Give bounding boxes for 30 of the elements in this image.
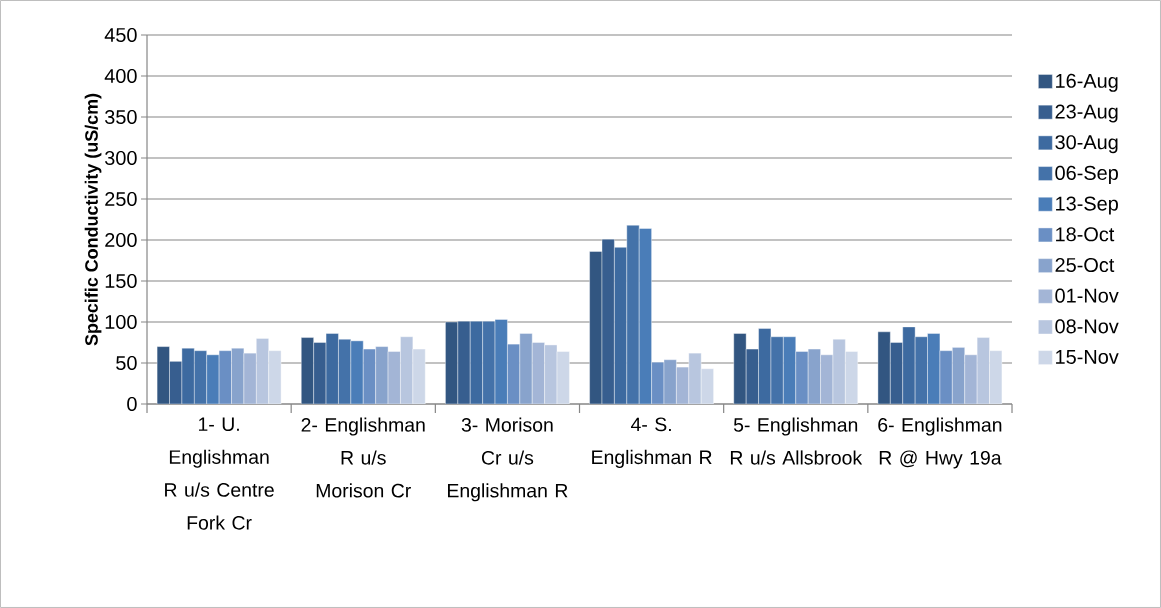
legend-label: 18-Oct bbox=[1056, 227, 1115, 242]
y-tick-label: 200 bbox=[105, 232, 137, 248]
legend-label: 15-Nov bbox=[1056, 350, 1119, 364]
x-tick-label: 2- Englishman R u/s Morison Cr bbox=[301, 417, 425, 498]
x-tick-label: 6- Englishman R @ Hwy 19a bbox=[878, 417, 1002, 469]
legend-label: 08-Nov bbox=[1055, 319, 1119, 334]
legend-label: 16-Aug bbox=[1056, 73, 1118, 92]
y-tick-label: 250 bbox=[105, 191, 137, 207]
legend-label: 01-Nov bbox=[1055, 288, 1119, 303]
legend-label: 13-Sep bbox=[1056, 196, 1118, 215]
y-tick-label: 100 bbox=[105, 314, 137, 330]
legend-label: 30-Aug bbox=[1055, 135, 1118, 154]
y-axis-title: Specific Conductivity (uS/cm) bbox=[84, 93, 102, 346]
y-tick-label: 0 bbox=[127, 396, 137, 412]
bar bbox=[457, 320, 471, 404]
y-tick-label: 50 bbox=[116, 355, 137, 371]
x-tick-label: 3- Morison Cr u/s Englishman R bbox=[448, 417, 568, 502]
y-tick-label: 300 bbox=[105, 150, 137, 166]
y-tick-label: 150 bbox=[105, 273, 137, 289]
y-tick-label: 350 bbox=[105, 109, 137, 125]
x-tick-label: 5- Englishman R u/s Allsbrook bbox=[730, 417, 863, 465]
bar bbox=[733, 333, 747, 404]
x-tick-label: 1- U. Englishman R u/s Centre Fork Cr bbox=[165, 417, 274, 530]
legend-label: 06-Sep bbox=[1055, 165, 1118, 184]
legend-label: 23-Aug bbox=[1055, 104, 1118, 123]
y-tick-label: 400 bbox=[104, 68, 137, 84]
legend-label: 25-Oct bbox=[1055, 257, 1115, 273]
y-tick-label: 450 bbox=[104, 27, 137, 43]
x-tick-label: 4- S. Englishman R bbox=[592, 417, 712, 468]
bar bbox=[795, 351, 809, 404]
